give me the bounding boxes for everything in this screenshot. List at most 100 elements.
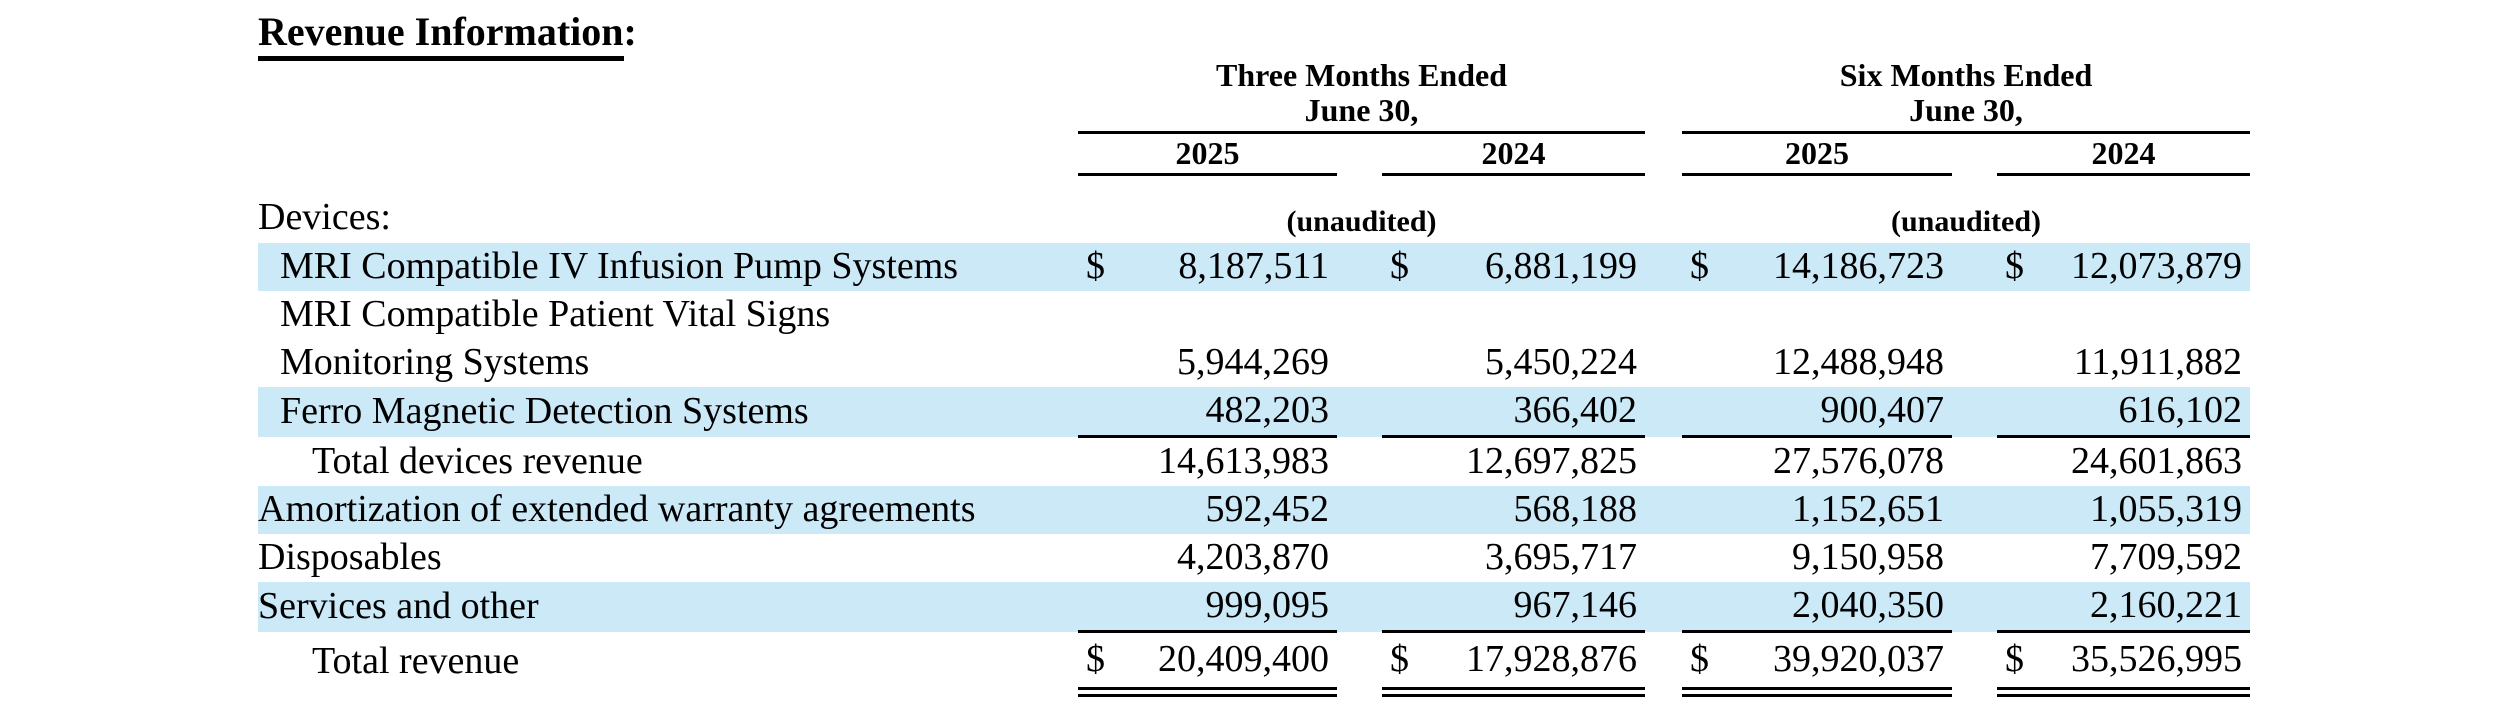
table-row: Monitoring Systems 5,944,269 5,450,224 12,4… (258, 339, 2250, 387)
page-title-colon: : (623, 9, 637, 54)
column-gap (1645, 133, 1682, 175)
column-gap (1645, 175, 1682, 244)
page-title: Revenue Information: (258, 8, 637, 61)
column-gap (1337, 534, 1382, 582)
row-label: Total devices revenue (312, 439, 643, 482)
amount-cell: 35,526,995 (2045, 631, 2251, 698)
amount-cell: 967,146 (1430, 582, 1645, 634)
amount-cell: 5,450,224 (1485, 341, 1637, 384)
column-gap (1645, 534, 1682, 582)
currency-symbol (1682, 486, 1730, 535)
currency-symbol: $ (1078, 631, 1126, 698)
currency-symbol (1382, 437, 1430, 487)
table-row: Services and other 999,095 967,146 2,040,35… (258, 582, 2251, 634)
period-header-six-months: Six Months Ended June 30, (1682, 57, 2251, 135)
amount-cell: 12,488,948 (1773, 341, 1944, 384)
column-gap (1952, 486, 1997, 535)
currency-symbol (1078, 582, 1126, 634)
column-gap (1337, 339, 1382, 387)
year-header-6mo-2025: 2025 (1682, 132, 1952, 177)
currency-symbol: $ (1997, 631, 2045, 698)
amount-cell: 8,187,511 (1126, 243, 1337, 292)
currency-symbol (1682, 534, 1730, 582)
header-spacer (258, 133, 1078, 175)
amount-cell: 17,928,876 (1430, 631, 1645, 698)
unaudited-label: (unaudited) (1890, 205, 2042, 239)
column-gap (1645, 243, 1682, 292)
column-gap (1645, 486, 1682, 535)
table-row: Total revenue $20,409,400 $17,928,876 $39,9… (258, 631, 2251, 698)
currency-symbol (1997, 387, 2045, 439)
currency-symbol (1682, 582, 1730, 634)
column-gap (1337, 632, 1382, 693)
period-title: Six Months Ended (1839, 57, 2093, 93)
amount-cell: 39,920,037 (1730, 631, 1952, 698)
row-label: Ferro Magnetic Detection Systems (258, 387, 1078, 437)
amount-cell: 592,452 (1126, 486, 1337, 535)
amount-cell: 3,695,717 (1485, 536, 1637, 579)
year-header-6mo-2024: 2024 (1997, 132, 2251, 177)
column-gap (1337, 133, 1382, 175)
section-header-row: Devices: (unaudited) (unaudited) (258, 175, 2250, 244)
period-header-row: Three Months Ended June 30, Six Months E… (258, 57, 2251, 135)
section-label-devices: Devices: (258, 195, 391, 238)
revenue-table: Three Months Ended June 30, Six Months E… (258, 57, 2251, 698)
amount-cell: 568,188 (1430, 486, 1645, 535)
currency-symbol (1682, 437, 1730, 487)
period-header-three-months: Three Months Ended June 30, (1078, 57, 1645, 135)
revenue-table-body: MRI Compatible IV Infusion Pump Systems $… (258, 243, 2251, 698)
currency-symbol (1997, 582, 2045, 634)
column-gap (1337, 387, 1382, 437)
amount-cell: 12,073,879 (2045, 243, 2251, 292)
currency-symbol (1078, 437, 1126, 487)
amount-cell: 366,402 (1430, 387, 1645, 439)
amount-cell: 4,203,870 (1177, 536, 1329, 579)
amount-cell: 6,881,199 (1430, 243, 1645, 292)
amount-cell: 616,102 (2045, 387, 2251, 439)
currency-symbol (1682, 339, 1730, 387)
amount-cell: 999,095 (1126, 582, 1337, 634)
column-gap (1645, 437, 1682, 487)
year-header-row: 2025 2024 2025 2024 (258, 132, 2251, 177)
amount-cell: 24,601,863 (2071, 440, 2243, 483)
column-gap (1952, 534, 1997, 582)
header-spacer (258, 58, 1078, 133)
amount-cell: 482,203 (1126, 387, 1337, 439)
amount-cell: 7,709,592 (2090, 536, 2243, 579)
amount-cell: 11,911,882 (2073, 341, 2243, 384)
currency-symbol: $ (1078, 243, 1126, 292)
row-label: Monitoring Systems (280, 341, 590, 384)
currency-symbol (1078, 387, 1126, 439)
column-gap (1337, 486, 1382, 535)
table-row: MRI Compatible IV Infusion Pump Systems $… (258, 243, 2251, 292)
unaudited-label: (unaudited) (1286, 205, 1437, 239)
currency-symbol (1997, 339, 2045, 387)
currency-symbol: $ (1382, 243, 1430, 292)
column-gap (1952, 582, 1997, 632)
currency-symbol: $ (1997, 243, 2045, 292)
amount-cell: 5,944,269 (1177, 341, 1329, 384)
page-title-text: Revenue Information (258, 8, 624, 61)
amount-cell: 1,152,651 (1730, 486, 1952, 535)
column-gap (1645, 387, 1682, 437)
table-row: Ferro Magnetic Detection Systems 482,203 3… (258, 387, 2251, 439)
amount-cell: 2,040,350 (1730, 582, 1952, 634)
column-gap (1952, 339, 1997, 387)
row-label: Disposables (258, 536, 442, 579)
currency-symbol (1997, 437, 2045, 487)
amount-cell: 20,409,400 (1126, 631, 1337, 698)
column-gap (1952, 133, 1997, 175)
column-gap (1645, 632, 1682, 693)
currency-symbol (1382, 534, 1430, 582)
year-header-3mo-2024: 2024 (1382, 132, 1645, 177)
column-gap (1337, 437, 1382, 487)
table-row: Disposables 4,203,870 3,695,717 9,150,958 7,… (258, 534, 2250, 582)
period-title: Three Months Ended (1215, 57, 1507, 93)
amount-cell: 14,186,723 (1730, 243, 1952, 292)
amount-cell: 2,160,221 (2045, 582, 2251, 634)
empty-cell (1078, 291, 2250, 339)
row-label: MRI Compatible IV Infusion Pump Systems (258, 243, 1078, 292)
amount-cell: 14,613,983 (1158, 440, 1329, 483)
amount-cell: 900,407 (1730, 387, 1952, 439)
currency-symbol (1682, 387, 1730, 439)
